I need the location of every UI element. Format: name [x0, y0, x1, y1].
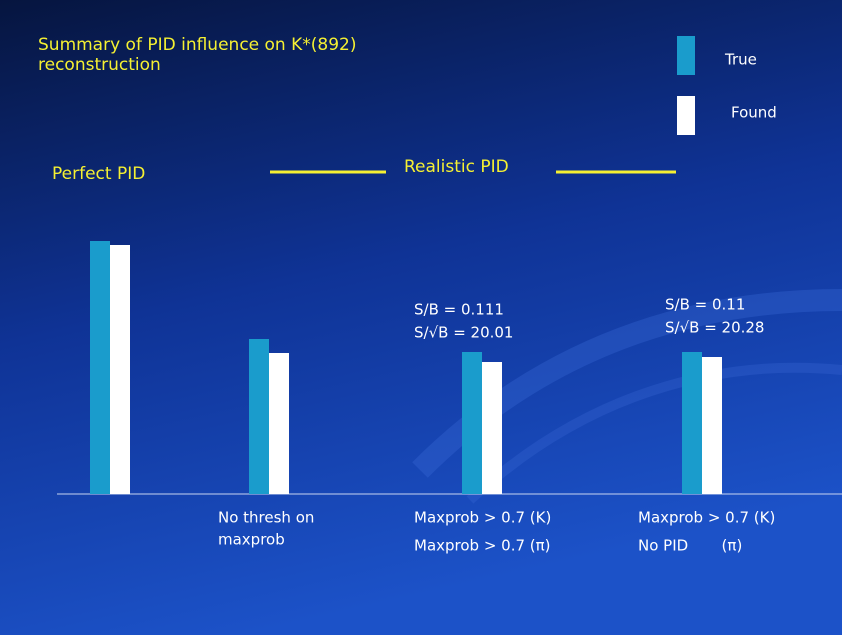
group-label: Realistic PID — [404, 157, 509, 177]
annotation: S/√B = 20.28 — [665, 319, 764, 337]
decor-swoosh — [466, 362, 842, 504]
annotation: S/B = 0.111 — [414, 301, 504, 319]
legend-label: True — [724, 51, 757, 69]
x-tick-label: Maxprob > 0.7 (K) — [414, 509, 551, 527]
bar — [269, 353, 289, 494]
x-tick-label: maxprob — [218, 531, 285, 549]
legend-label: Found — [731, 104, 777, 122]
bar — [682, 352, 702, 494]
annotation: S/√B = 20.01 — [414, 324, 513, 342]
bar — [110, 245, 130, 494]
chart-title: Summary of PID influence on K*(892) — [38, 35, 356, 55]
bar — [462, 352, 482, 494]
bar — [249, 339, 269, 494]
x-tick-label: No PID (π) — [638, 537, 742, 555]
chart-title: reconstruction — [38, 55, 161, 75]
legend-swatch — [677, 96, 695, 135]
x-tick-label: Maxprob > 0.7 (K) — [638, 509, 775, 527]
bar — [90, 241, 110, 494]
bar — [702, 357, 722, 494]
x-tick-label: No thresh on — [218, 509, 314, 527]
x-tick-label: Maxprob > 0.7 (π) — [414, 537, 551, 555]
annotation: S/B = 0.11 — [665, 296, 745, 314]
group-label: Perfect PID — [52, 164, 145, 184]
bar — [482, 362, 502, 494]
legend-swatch — [677, 36, 695, 75]
